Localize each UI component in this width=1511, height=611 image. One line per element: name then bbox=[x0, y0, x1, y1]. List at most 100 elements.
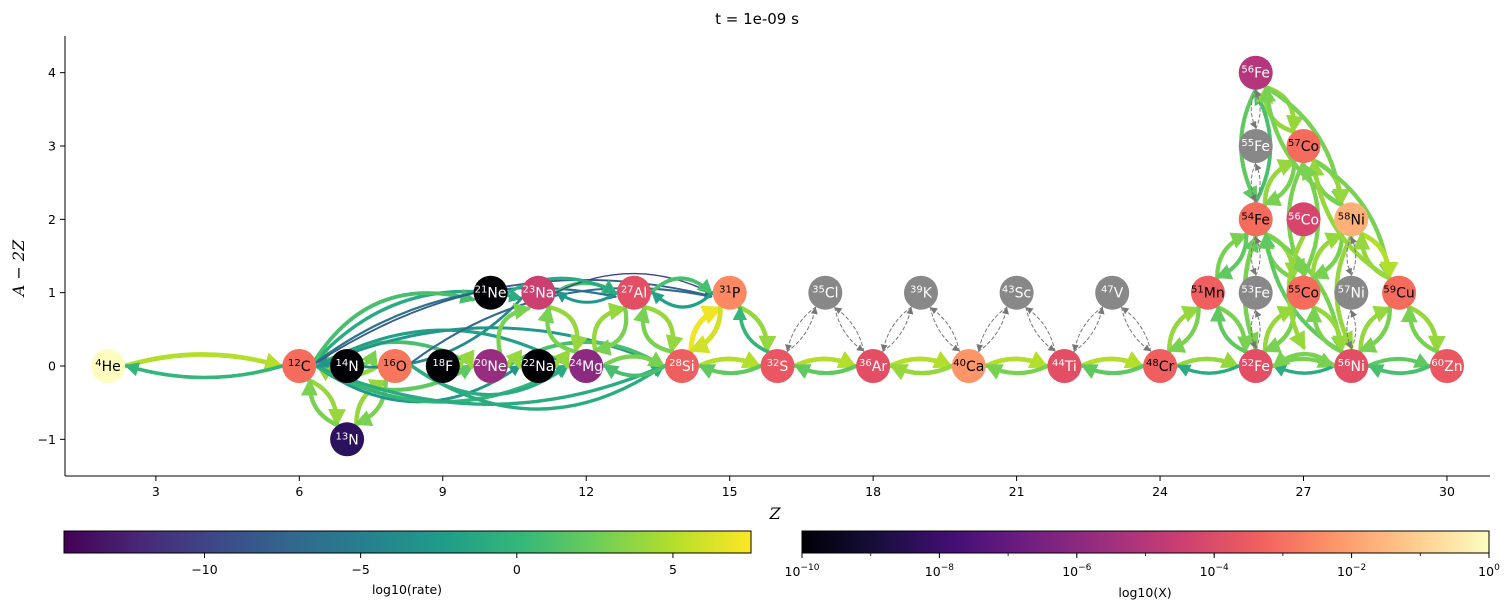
nuclide-marker bbox=[1286, 202, 1321, 237]
abundance-colorbar-label: log10(X) bbox=[1118, 585, 1171, 600]
nuclide-mass: 48 bbox=[1146, 358, 1159, 369]
nuclide-mass: 18 bbox=[432, 358, 445, 369]
reaction-link bbox=[313, 288, 476, 362]
nuclide-symbol: Co bbox=[1301, 139, 1319, 155]
nuclide-label: 4He bbox=[95, 358, 121, 375]
nuclide-mass: 12 bbox=[288, 358, 301, 369]
nuclide-symbol: Al bbox=[634, 286, 647, 302]
nuclide-label: 53Fe bbox=[1241, 285, 1270, 302]
nuclide-node: 32S bbox=[760, 349, 795, 383]
dashed-link bbox=[1121, 306, 1151, 352]
nuclide-mass: 20 bbox=[475, 358, 488, 369]
dashed-link bbox=[1249, 162, 1257, 202]
nuclide-symbol: K bbox=[923, 286, 933, 302]
nuclide-symbol: Si bbox=[682, 359, 695, 375]
nuclide-label: 47V bbox=[1101, 285, 1124, 302]
reaction-link bbox=[1272, 350, 1337, 369]
nuclide-symbol: Ni bbox=[1350, 286, 1364, 302]
nuclide-mass: 56 bbox=[1288, 211, 1301, 222]
dashed-link bbox=[1249, 309, 1257, 349]
nuclide-label: 32S bbox=[767, 358, 789, 375]
nuclide-symbol: Co bbox=[1301, 286, 1319, 302]
nuclide-label: 36Ar bbox=[859, 358, 887, 375]
nuclide-marker bbox=[330, 422, 365, 457]
dashed-link bbox=[977, 307, 1009, 353]
nuclide-node: 54Fe bbox=[1238, 202, 1273, 237]
reaction-link bbox=[496, 302, 532, 354]
nuclide-marker bbox=[1238, 275, 1273, 310]
y-tick-label: 0 bbox=[48, 359, 56, 374]
nuclide-symbol: Ne bbox=[487, 286, 506, 302]
y-axis-label: A − 2Z bbox=[9, 239, 28, 298]
abundance-colorbar-tick-label: 100 bbox=[1478, 563, 1500, 579]
nuclide-node: 59Cu bbox=[1382, 275, 1417, 310]
nuclide-node: 20Ne bbox=[473, 349, 508, 383]
abundance-colorbar-bar bbox=[801, 530, 1490, 554]
nuclide-node: 47V bbox=[1095, 275, 1130, 310]
nuclide-node: 56Ni bbox=[1334, 349, 1369, 383]
reaction-link bbox=[1080, 363, 1146, 379]
nuclide-marker bbox=[569, 349, 604, 383]
nuclide-label: 55Co bbox=[1288, 285, 1319, 302]
nuclide-symbol: Fe bbox=[1254, 359, 1270, 375]
nuclide-node: 28Si bbox=[664, 349, 699, 383]
dashed-link bbox=[930, 307, 960, 352]
nuclide-marker bbox=[856, 349, 891, 383]
nuclide-node: 55Fe bbox=[1238, 129, 1273, 163]
reaction-link bbox=[633, 305, 675, 354]
nuclide-mass: 13 bbox=[335, 431, 348, 442]
reaction-link bbox=[361, 349, 379, 369]
reaction-link bbox=[697, 363, 763, 379]
nuclide-marker bbox=[617, 275, 651, 310]
reaction-link bbox=[984, 363, 1050, 380]
reaction-link bbox=[649, 276, 713, 295]
nuclide-marker bbox=[1382, 275, 1417, 310]
nuclide-node: 43Sc bbox=[999, 275, 1034, 310]
dashed-link bbox=[1345, 236, 1352, 276]
nuclide-mass: 16 bbox=[383, 358, 396, 369]
nuclide-mass: 40 bbox=[953, 358, 966, 369]
x-tick-label: 12 bbox=[578, 484, 594, 499]
nuclide-label: 57Ni bbox=[1338, 285, 1365, 302]
nuclide-node: 51Mn bbox=[1190, 275, 1225, 310]
dashed-link bbox=[834, 307, 865, 352]
nuclide-marker bbox=[1238, 129, 1273, 163]
nuclide-marker bbox=[1286, 275, 1321, 310]
nuclide-mass: 47 bbox=[1101, 285, 1114, 296]
nuclide-label: 48Cr bbox=[1146, 358, 1175, 375]
reaction-link bbox=[651, 290, 715, 309]
dashed-link bbox=[880, 306, 912, 352]
nuclide-mass: 54 bbox=[1241, 211, 1254, 222]
nuclide-marker bbox=[473, 275, 508, 310]
reaction-link bbox=[887, 351, 954, 369]
nuclide-mass: 58 bbox=[1338, 211, 1351, 222]
nuclide-symbol: Ni bbox=[1350, 359, 1364, 375]
reaction-link bbox=[457, 349, 475, 370]
dashed-link bbox=[1255, 163, 1262, 203]
reaction-link bbox=[602, 364, 667, 380]
nuclide-marker bbox=[1430, 349, 1464, 383]
nuclide-mass: 4 bbox=[95, 358, 101, 369]
nuclide-marker bbox=[282, 349, 317, 383]
nuclide-mass: 57 bbox=[1338, 285, 1351, 296]
dashed-link bbox=[1025, 307, 1056, 352]
nuclide-label: 54Fe bbox=[1241, 211, 1270, 228]
nuclide-node: 4He bbox=[91, 349, 125, 383]
nuclide-marker bbox=[1334, 349, 1369, 383]
nuclide-node: 56Fe bbox=[1238, 55, 1273, 90]
nuclide-node: 44Ti bbox=[1047, 349, 1082, 383]
nuclide-node: 57Ni bbox=[1334, 275, 1369, 310]
x-tick-label: 24 bbox=[1152, 484, 1168, 499]
rate-colorbar-tick-label: 5 bbox=[669, 562, 677, 577]
nuclide-symbol: F bbox=[445, 359, 453, 375]
dashed-link bbox=[1249, 89, 1257, 129]
reaction-link bbox=[1209, 305, 1249, 354]
nuclide-node: 27Al bbox=[617, 275, 651, 310]
nuclide-mass: 31 bbox=[719, 285, 732, 296]
nuclide-node: 39K bbox=[904, 275, 938, 310]
nuclide-symbol: Fe bbox=[1254, 212, 1270, 228]
nuclide-marker bbox=[904, 275, 938, 310]
dashed-link bbox=[1072, 306, 1104, 352]
